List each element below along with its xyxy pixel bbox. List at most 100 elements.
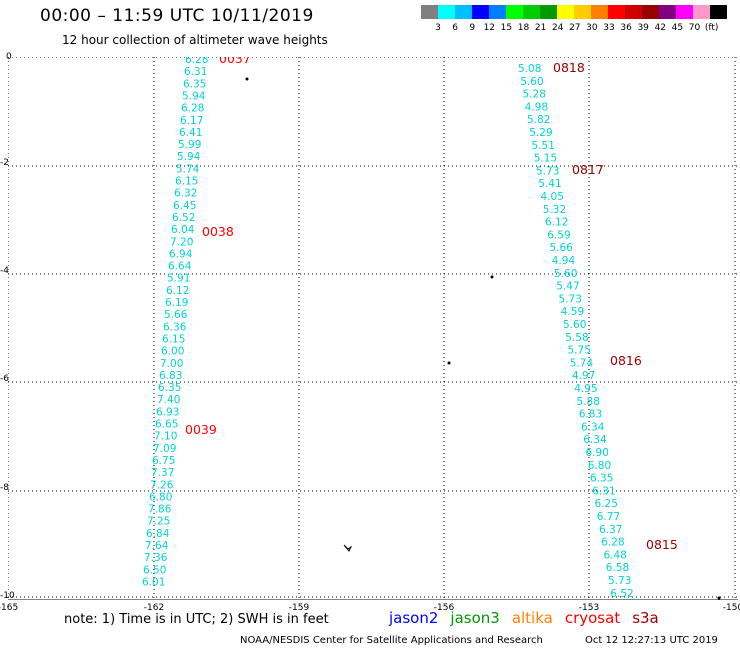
y-tick-label: -2 [0,158,9,168]
x-tick-label: -159 [288,603,310,613]
wave-height-value: 6.83 [579,409,602,421]
satellite-name: s3a [632,609,659,627]
wave-height-value: 6.48 [604,549,627,561]
wave-height-value: 6.28 [185,57,208,66]
wave-height-value: 5.32 [543,204,566,216]
legend-swatch [625,5,642,19]
generated-timestamp: Oct 12 12:27:13 UTC 2019 [585,635,718,646]
credit-line: NOAA/NESDIS Center for Satellite Applica… [240,635,543,646]
pass-time-label: 0037 [219,57,251,66]
wave-height-value: 5.41 [538,178,561,190]
wave-height-value: 6.93 [156,406,179,418]
wave-height-value: 6.64 [168,261,192,273]
wave-height-value: 5.99 [178,139,201,151]
legend-swatch [608,5,625,19]
wave-height-value: 5.66 [164,309,188,321]
wave-height-value: 5.91 [167,273,190,285]
wave-height-value: 6.04 [171,224,195,236]
wave-height-value: 6.28 [601,537,624,549]
legend-swatch [642,5,659,19]
wave-height-value: 5.82 [527,114,550,126]
legend-label: 12 [483,23,496,33]
legend-swatch [489,5,506,19]
wave-height-value: 6.19 [165,297,188,309]
wave-height-value: 5.60 [563,319,586,331]
wave-height-value: 6.36 [163,321,187,333]
wave-height-value: 5.47 [556,281,579,293]
legend-swatch [693,5,710,19]
wave-height-value: 7.00 [160,358,183,370]
wave-height-value: 6.77 [597,511,620,523]
legend-label: 42 [654,23,667,33]
legend-label: 15 [500,23,513,33]
map-title: 00:00 – 11:59 UTC 10/11/2019 [40,6,314,26]
wave-height-value: 7.20 [170,236,193,248]
legend-swatch [591,5,608,19]
wave-height-value: 4.97 [572,370,595,382]
wave-height-value: 6.52 [172,212,195,224]
island-speck [490,275,494,279]
wave-height-value: 6.52 [610,588,633,600]
pass-time-label: 0816 [610,353,642,368]
pass-time-label: 0039 [185,422,217,437]
x-tick-label: -156 [433,603,455,613]
footer-note: note: 1) Time is in UTC; 2) SWH is in fe… [64,612,329,627]
wave-height-value: 6.90 [586,447,609,459]
wave-height-value: 6.01 [142,576,165,588]
wave-height-value: 6.58 [606,562,629,574]
legend-swatch [710,5,727,19]
wave-height-value: 6.45 [173,200,196,212]
legend-swatch [557,5,574,19]
satellite-legend: jason2 jason3 altika cryosat s3a [389,609,671,627]
wave-height-value: 4.98 [525,101,548,113]
wave-height-value: 6.41 [179,127,202,139]
wave-height-value: 6.75 [152,455,175,467]
legend-label: 70 [688,23,701,33]
wave-height-value: 6.31 [592,485,615,497]
y-tick-label: -8 [0,483,9,493]
legend-label: 3 [435,23,441,33]
wave-height-value: 7.37 [151,467,174,479]
wave-height-value: 5.66 [550,242,574,254]
y-tick-label: -4 [0,266,9,276]
wave-height-value: 5.51 [532,140,555,152]
legend-swatch [421,5,438,19]
wave-height-map: 6.286.316.355.946.286.176.415.995.945.74… [8,57,738,600]
wave-height-value: 6.94 [169,248,193,260]
legend-swatch [472,5,489,19]
legend-swatch [540,5,557,19]
wave-height-value: 6.84 [146,528,170,540]
wave-height-value: 5.74 [570,357,594,369]
pass-time-label: 0815 [646,537,678,552]
wave-height-value: 6.80 [149,491,172,503]
wave-height-value: 5.74 [176,163,200,175]
legend-swatch [676,5,693,19]
satellite-name: cryosat [564,609,621,627]
x-tick-label: -165 [0,603,19,613]
wave-height-value: 6.31 [184,66,207,78]
wave-height-value: 7.36 [144,552,168,564]
x-tick-label: -153 [578,603,600,613]
island-speck [447,361,451,365]
wave-height-value: 6.35 [590,473,613,485]
wave-height-value: 7.86 [148,504,172,516]
wave-height-value: 5.94 [177,151,201,163]
legend-label: 24 [551,23,564,33]
wave-height-value: 4.94 [552,255,576,267]
wave-height-value: 6.15 [175,176,198,188]
wave-height-value: 4.95 [574,383,597,395]
wave-height-value: 6.15 [162,333,185,345]
wave-height-value: 6.28 [181,103,204,115]
wave-height-value: 6.65 [155,419,178,431]
wave-height-value: 6.80 [588,460,611,472]
wave-height-value: 5.29 [529,127,552,139]
wave-height-value: 7.40 [157,394,180,406]
x-tick-label: -162 [143,603,165,613]
pass-time-label: 0817 [572,162,604,177]
wave-height-value: 6.34 [581,421,605,433]
legend-label: (ft) [704,23,719,33]
legend-label: 9 [469,23,476,33]
wave-height-value: 6.35 [158,382,181,394]
wave-height-value: 7.64 [145,540,169,552]
wave-height-value: 5.73 [608,575,631,587]
